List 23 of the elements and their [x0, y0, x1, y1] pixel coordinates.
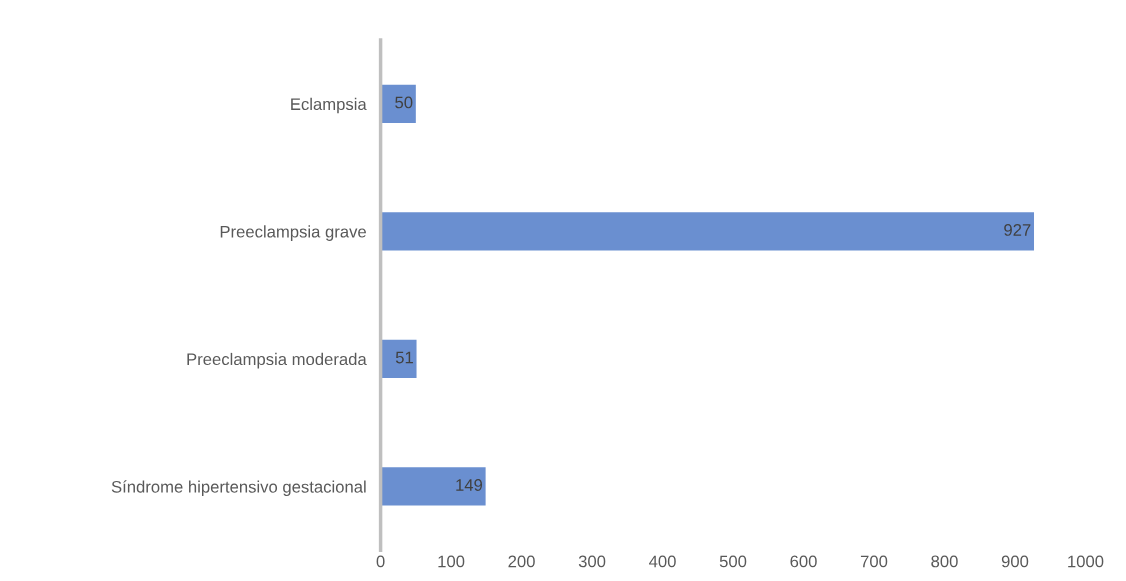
x-tick-label: 800 — [931, 555, 958, 568]
bar — [380, 84, 416, 123]
x-tick-label: 600 — [790, 555, 817, 568]
y-tick-label: Eclampsia — [291, 97, 367, 114]
x-tick-label: 900 — [1001, 555, 1029, 568]
x-tick-label: 200 — [508, 555, 535, 568]
y-tick-label: Preeclampsia grave — [220, 225, 366, 241]
x-tick-label: 0 — [376, 555, 385, 568]
x-tick-label: 400 — [649, 555, 676, 568]
data-label: 927 — [1004, 224, 1031, 236]
data-label: 149 — [456, 479, 483, 491]
y-tick-label: Síndrome hipertensivo gestacional — [111, 480, 366, 497]
x-tick-label: 1000 — [1068, 555, 1104, 568]
bar — [380, 339, 417, 379]
x-tick-label: 300 — [578, 555, 606, 568]
data-label: 51 — [395, 351, 413, 364]
x-tick-label: 500 — [719, 555, 747, 568]
y-tick-label: Preeclampsia moderada — [187, 352, 367, 369]
bar — [380, 467, 486, 506]
bar — [380, 212, 1035, 251]
x-tick-label: 700 — [860, 555, 888, 568]
data-label: 50 — [395, 96, 413, 109]
x-tick-label: 100 — [438, 555, 465, 568]
